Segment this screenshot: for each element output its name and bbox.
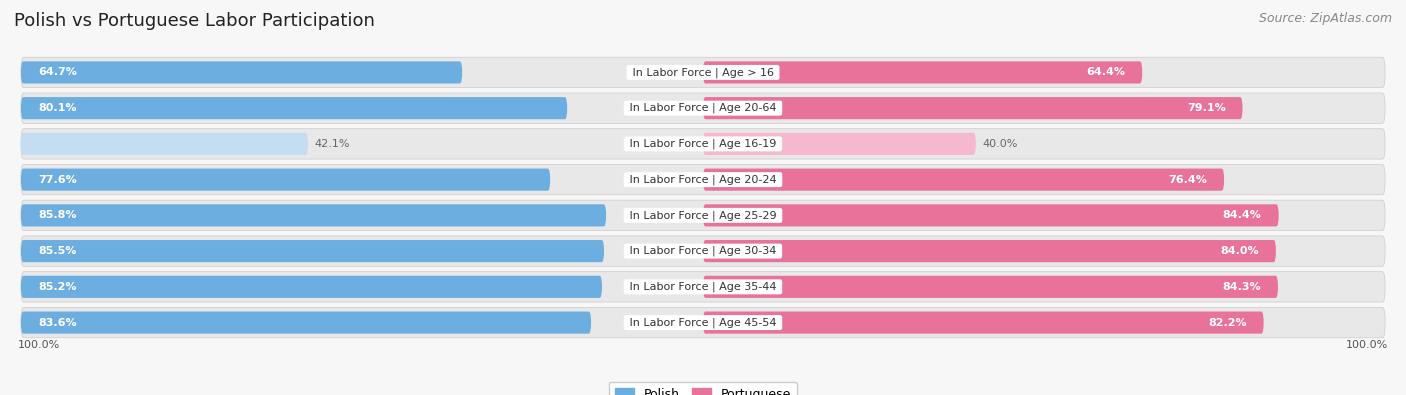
Text: In Labor Force | Age 20-64: In Labor Force | Age 20-64 xyxy=(626,103,780,113)
Text: 77.6%: 77.6% xyxy=(38,175,77,184)
FancyBboxPatch shape xyxy=(703,169,1225,191)
Text: 64.4%: 64.4% xyxy=(1087,68,1125,77)
Text: 76.4%: 76.4% xyxy=(1168,175,1208,184)
Text: In Labor Force | Age 20-24: In Labor Force | Age 20-24 xyxy=(626,174,780,185)
FancyBboxPatch shape xyxy=(21,200,1385,231)
FancyBboxPatch shape xyxy=(21,129,1385,159)
Text: 84.3%: 84.3% xyxy=(1222,282,1261,292)
FancyBboxPatch shape xyxy=(21,57,1385,88)
FancyBboxPatch shape xyxy=(703,240,1277,262)
Text: In Labor Force | Age > 16: In Labor Force | Age > 16 xyxy=(628,67,778,78)
Text: Polish vs Portuguese Labor Participation: Polish vs Portuguese Labor Participation xyxy=(14,12,375,30)
FancyBboxPatch shape xyxy=(21,307,1385,338)
Text: 85.2%: 85.2% xyxy=(38,282,76,292)
FancyBboxPatch shape xyxy=(21,164,1385,195)
FancyBboxPatch shape xyxy=(21,97,567,119)
FancyBboxPatch shape xyxy=(703,276,1278,298)
FancyBboxPatch shape xyxy=(21,236,1385,266)
Text: 82.2%: 82.2% xyxy=(1208,318,1247,327)
Text: In Labor Force | Age 35-44: In Labor Force | Age 35-44 xyxy=(626,282,780,292)
Text: In Labor Force | Age 16-19: In Labor Force | Age 16-19 xyxy=(626,139,780,149)
Legend: Polish, Portuguese: Polish, Portuguese xyxy=(609,382,797,395)
FancyBboxPatch shape xyxy=(21,272,1385,302)
FancyBboxPatch shape xyxy=(21,93,1385,123)
Text: Source: ZipAtlas.com: Source: ZipAtlas.com xyxy=(1258,12,1392,25)
Text: 100.0%: 100.0% xyxy=(1347,340,1389,350)
Text: 80.1%: 80.1% xyxy=(38,103,76,113)
FancyBboxPatch shape xyxy=(703,97,1243,119)
FancyBboxPatch shape xyxy=(21,169,550,191)
FancyBboxPatch shape xyxy=(21,276,602,298)
Text: 84.0%: 84.0% xyxy=(1220,246,1258,256)
Text: 42.1%: 42.1% xyxy=(315,139,350,149)
Text: 85.5%: 85.5% xyxy=(38,246,76,256)
Text: In Labor Force | Age 30-34: In Labor Force | Age 30-34 xyxy=(626,246,780,256)
FancyBboxPatch shape xyxy=(21,204,606,226)
Text: 64.7%: 64.7% xyxy=(38,68,77,77)
Text: 84.4%: 84.4% xyxy=(1223,211,1261,220)
Text: 83.6%: 83.6% xyxy=(38,318,76,327)
FancyBboxPatch shape xyxy=(703,312,1264,334)
Text: In Labor Force | Age 25-29: In Labor Force | Age 25-29 xyxy=(626,210,780,221)
FancyBboxPatch shape xyxy=(21,240,605,262)
FancyBboxPatch shape xyxy=(703,204,1278,226)
Text: 85.8%: 85.8% xyxy=(38,211,76,220)
Text: 40.0%: 40.0% xyxy=(983,139,1018,149)
Text: 100.0%: 100.0% xyxy=(17,340,59,350)
Text: In Labor Force | Age 45-54: In Labor Force | Age 45-54 xyxy=(626,317,780,328)
Text: 79.1%: 79.1% xyxy=(1187,103,1226,113)
FancyBboxPatch shape xyxy=(21,312,591,334)
FancyBboxPatch shape xyxy=(703,61,1142,83)
FancyBboxPatch shape xyxy=(21,133,308,155)
FancyBboxPatch shape xyxy=(703,133,976,155)
FancyBboxPatch shape xyxy=(21,61,463,83)
